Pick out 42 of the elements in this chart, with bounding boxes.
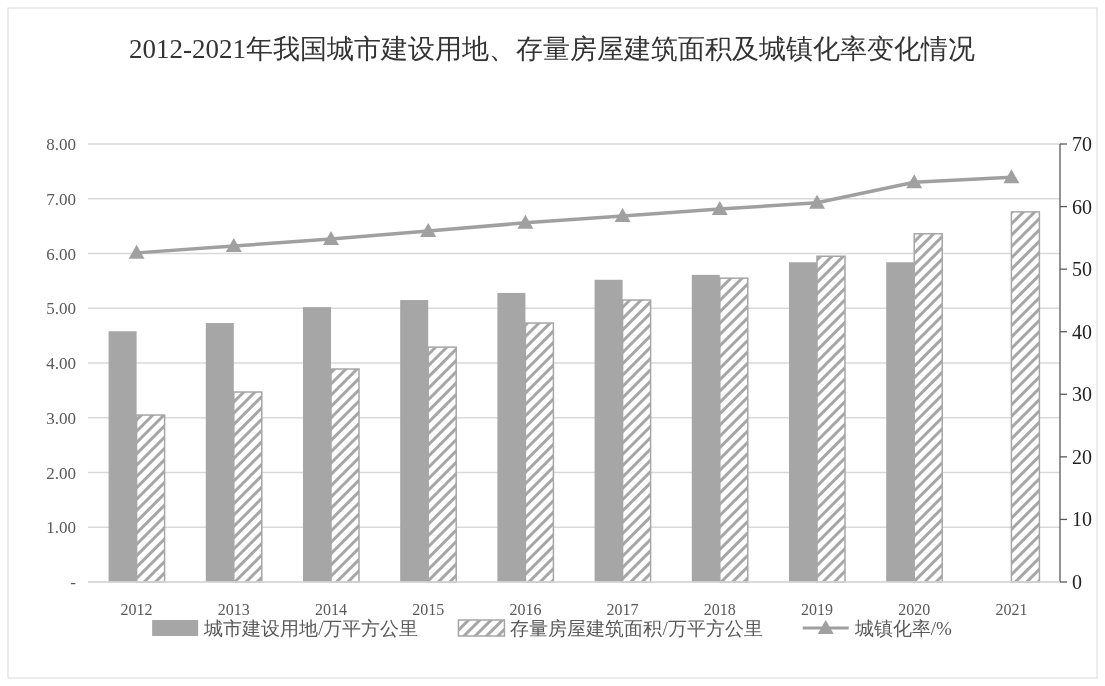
point [809, 194, 825, 209]
point [517, 214, 534, 229]
x-tick-label: 2014 [315, 601, 347, 618]
bar [1010, 211, 1041, 583]
x-tick-label: 2017 [606, 601, 639, 618]
y-tick-label: 5.00 [46, 299, 76, 319]
x-tick-label: 2018 [703, 601, 736, 618]
y-tick-label: 3.00 [46, 408, 76, 428]
y2-tick-label: 10 [1072, 508, 1092, 531]
x-tick-label: 2016 [509, 601, 542, 618]
point [420, 222, 437, 237]
y-tick-label: 7.00 [46, 189, 76, 209]
y-tick-label: 8.00 [46, 135, 76, 154]
point [128, 244, 145, 259]
y-tick-label: 6.00 [46, 244, 76, 264]
point [225, 237, 242, 252]
x-tick-label: 2015 [412, 601, 445, 618]
y-tick-label: - [70, 573, 77, 592]
y-tick-label: 1.00 [46, 518, 76, 538]
x-tick-label: 2013 [217, 601, 250, 618]
x-tick-label: 2019 [801, 601, 833, 618]
x-tick-label: 2012 [120, 601, 153, 618]
y2-tick-label: 30 [1072, 383, 1092, 406]
point [323, 231, 339, 246]
legend-label: 城市建设用地/万平方公里 [203, 618, 419, 639]
y2-tick-label: 70 [1072, 133, 1092, 155]
y2-tick-label: 60 [1072, 195, 1092, 218]
y2-tick-label: 0 [1072, 571, 1082, 593]
y-tick-label: 4.00 [46, 354, 76, 373]
point [614, 207, 631, 222]
chart-title: 2012-2021年我国城市建设用地、存量房屋建筑面积及城镇化率变化情况 [129, 34, 975, 64]
point [711, 201, 728, 216]
y2-tick-label: 20 [1072, 445, 1092, 468]
y2-tick-label: 40 [1072, 320, 1092, 343]
legend-label: 城镇化率/% [853, 618, 953, 639]
y2-tick-label: 50 [1072, 258, 1092, 281]
point [1003, 169, 1020, 184]
y-tick-label: 2.00 [46, 463, 76, 483]
x-tick-label: 2021 [995, 601, 1028, 618]
legend-label: 存量房屋建筑面积/万平方公里 [510, 618, 763, 639]
x-tick-label: 2020 [898, 601, 931, 618]
point [906, 174, 923, 189]
